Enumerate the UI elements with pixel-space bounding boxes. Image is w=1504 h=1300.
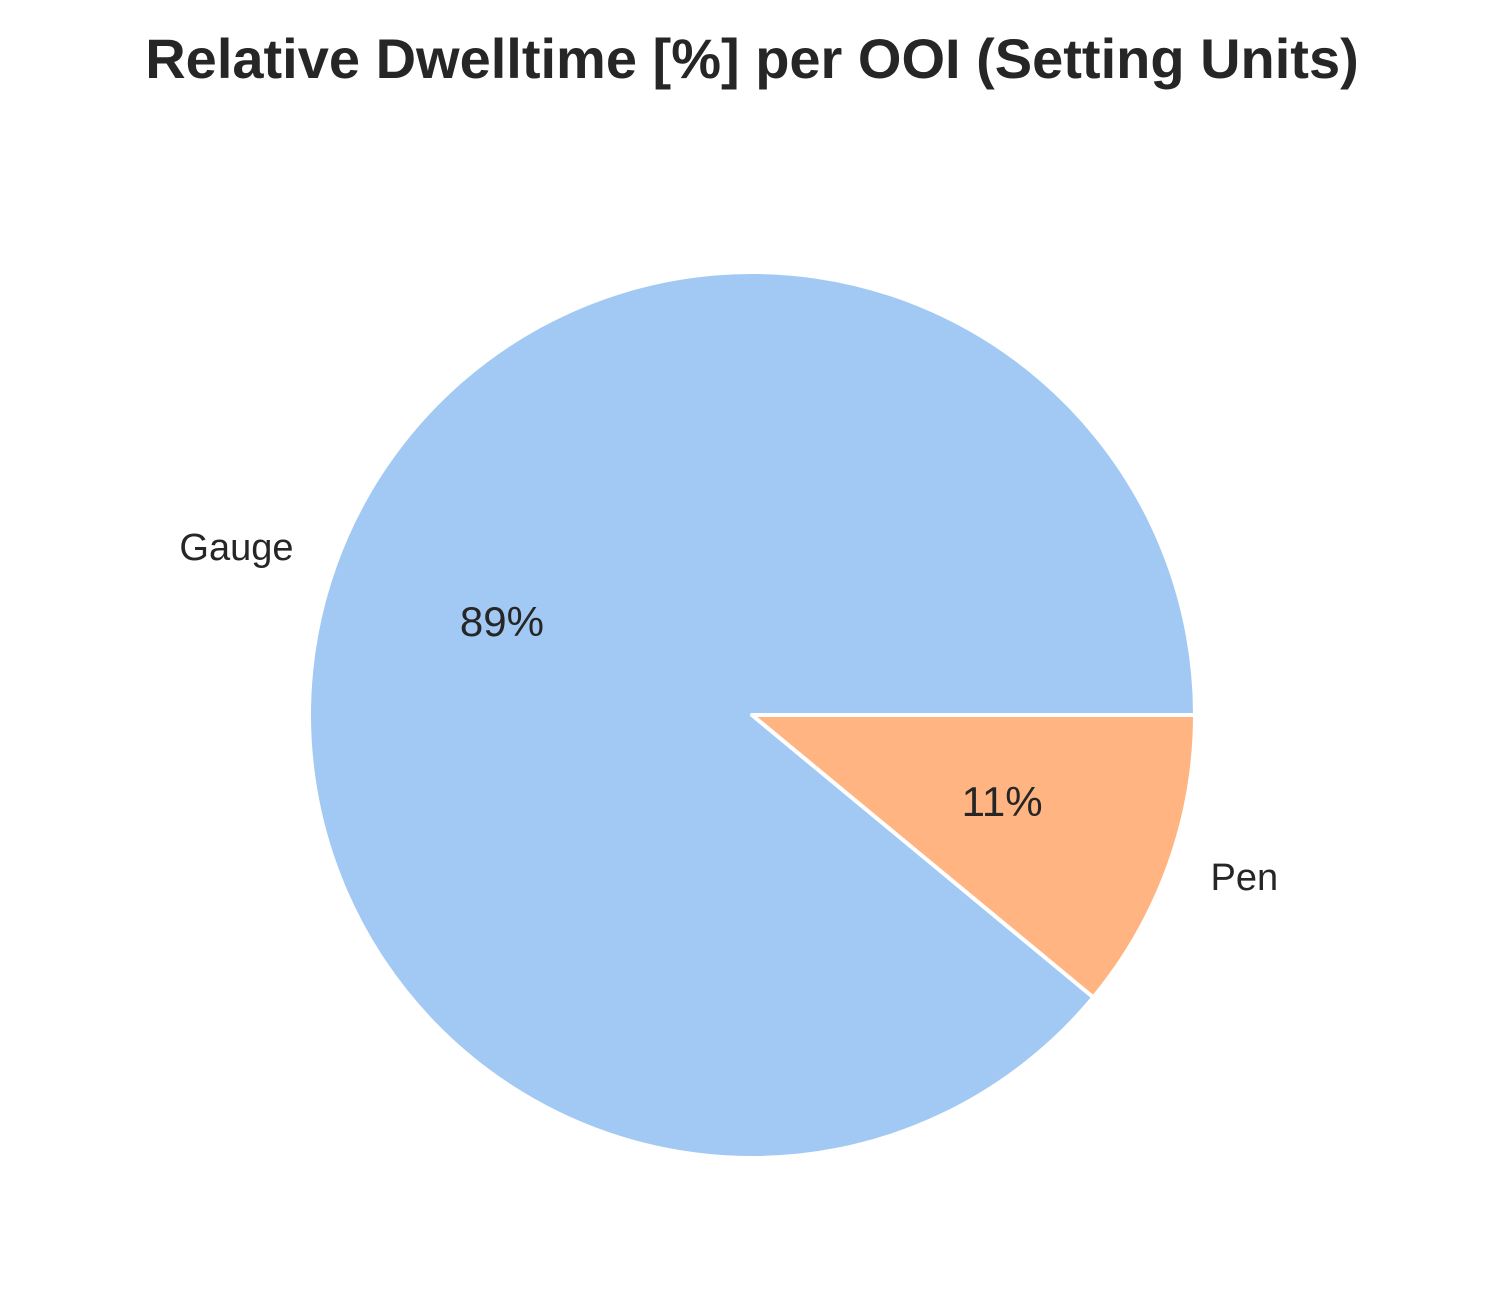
slice-label-gauge: Gauge — [179, 527, 293, 569]
slice-label-pen: Pen — [1210, 857, 1278, 899]
pie-slice-pen — [750, 713, 1197, 1000]
pie-labels: Gauge 89% Pen 11% — [179, 527, 1278, 899]
chart-title: Relative Dwelltime [%] per OOI (Setting … — [145, 27, 1359, 90]
pie-slices — [307, 270, 1197, 1160]
slice-pct-gauge: 89% — [460, 598, 544, 645]
slice-pct-pen: 11% — [962, 778, 1043, 825]
